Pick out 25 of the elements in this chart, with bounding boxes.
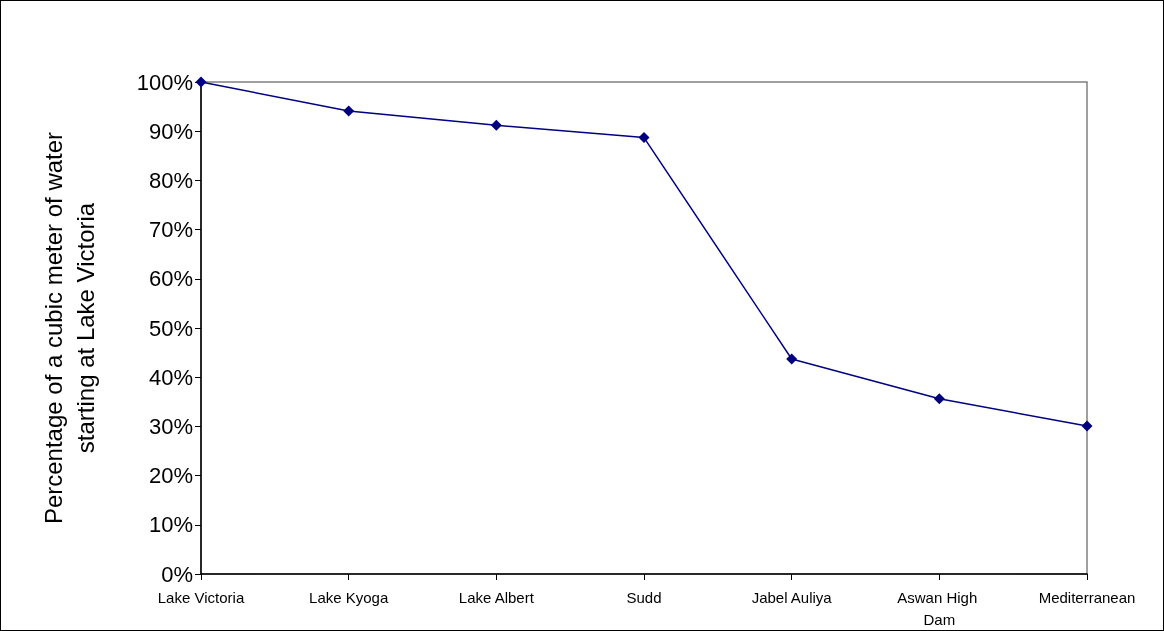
y-tick-label: 80%: [148, 167, 193, 193]
y-tick-label: 40%: [148, 364, 193, 390]
point: [638, 132, 650, 144]
x-tick-label: Lake Kyoga: [309, 588, 389, 606]
x-tick-label: Lake Albert: [458, 588, 535, 606]
y-tick-label: 10%: [148, 512, 193, 538]
point: [1081, 420, 1093, 432]
point: [933, 393, 945, 405]
y-tick-label: 70%: [148, 217, 193, 243]
y-tick-label: 50%: [148, 315, 193, 341]
x-tick-label: Jabel Auliya: [751, 588, 833, 606]
y-tick-label: 90%: [148, 118, 193, 144]
y-tick-label: 0%: [161, 561, 193, 587]
x-tick-label: Mediterranean: [1038, 588, 1136, 606]
y-tick-label: 20%: [148, 463, 193, 489]
x-tick-label: Sudd: [626, 588, 662, 606]
y-tick-label: 100%: [136, 69, 193, 95]
point: [490, 119, 502, 131]
y-tick-label: 60%: [148, 266, 193, 292]
y-axis-title: Percentage of a cubic meter of water starting at Lake Victoria: [39, 131, 99, 525]
point: [786, 353, 798, 365]
x-tick-label: Lake Victoria: [157, 588, 245, 606]
x-tick-label: Aswan High Dam: [897, 588, 982, 628]
y-tick-label: 30%: [148, 413, 193, 439]
point: [343, 105, 355, 117]
